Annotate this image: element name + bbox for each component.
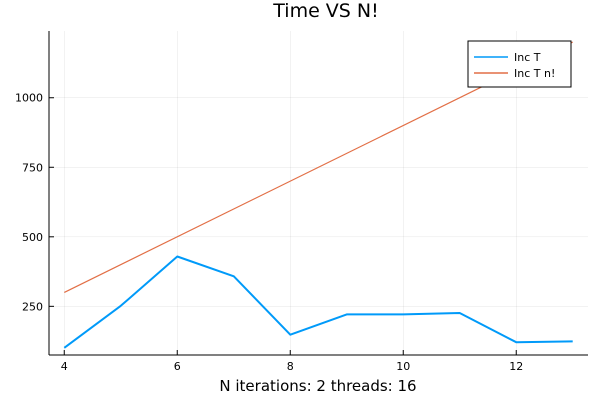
legend: Inc T Inc T n! <box>467 40 572 88</box>
x-tick-label: 6 <box>174 360 181 373</box>
x-axis-label: N iterations: 2 threads: 16 <box>219 377 416 395</box>
x-tick-label: 10 <box>396 360 410 373</box>
x-tick-label: 12 <box>509 360 523 373</box>
chart-title: Time VS N! <box>272 0 378 22</box>
grid <box>49 31 588 355</box>
legend-label: Inc T n! <box>514 67 555 80</box>
series-line-inc-t <box>63 255 573 349</box>
legend-box <box>467 40 572 88</box>
legend-label: Inc T <box>514 51 541 64</box>
axes <box>48 31 588 356</box>
y-tick-label: 500 <box>22 231 43 244</box>
x-tick-label: 4 <box>61 360 68 373</box>
y-tick-label: 750 <box>22 161 43 174</box>
y-tick-label: 250 <box>22 300 43 313</box>
y-tick-label: 1000 <box>15 92 43 105</box>
x-tick-label: 8 <box>287 360 294 373</box>
y-ticks: 250 500 750 1000 <box>15 92 54 313</box>
x-ticks: 4 6 8 10 12 <box>61 350 523 373</box>
